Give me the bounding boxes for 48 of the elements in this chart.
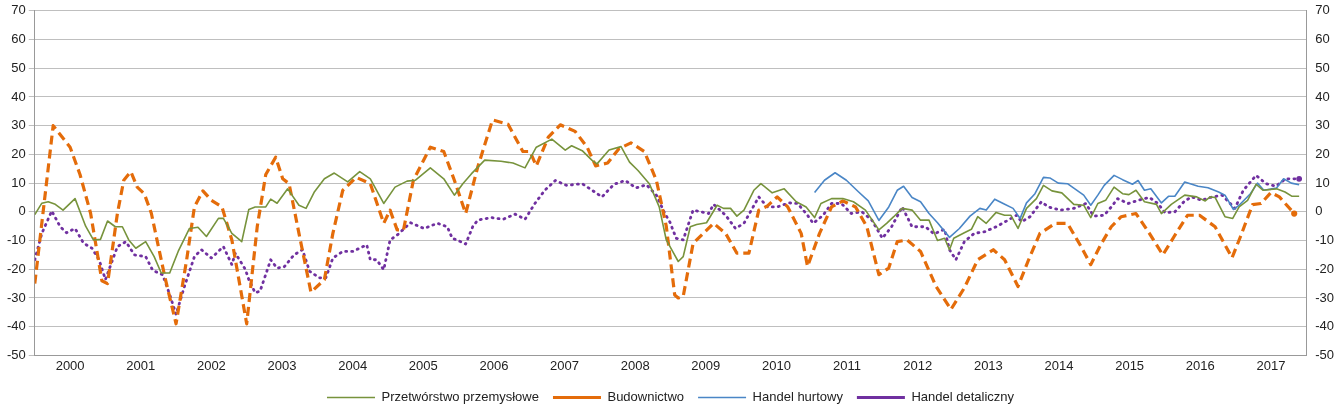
y-tick-label: -10	[6, 232, 26, 248]
legend-label: Handel hurtowy	[752, 389, 844, 405]
x-tick-label: 2005	[408, 357, 438, 373]
y2-tick-label: 70	[1315, 2, 1330, 18]
y-tick-label: -40	[6, 318, 26, 334]
x-tick-label: 2014	[1044, 357, 1074, 373]
x-tick-label: 2003	[267, 357, 297, 373]
legend-label: Handel detaliczny	[911, 389, 1015, 405]
y-tick-label: 0	[18, 203, 26, 219]
y2-tick-label: 10	[1315, 174, 1330, 190]
x-tick-label: 2012	[903, 357, 933, 373]
y2-tick-label: 40	[1315, 88, 1330, 104]
y-tick-label: 60	[11, 31, 26, 47]
y2-tick-label: 20	[1315, 145, 1330, 161]
x-tick-label: 2017	[1256, 357, 1286, 373]
x-tick-label: 2007	[550, 357, 580, 373]
y2-tick-label: -30	[1315, 289, 1335, 305]
y2-tick-label: -20	[1315, 260, 1335, 276]
x-tick-label: 2009	[691, 357, 721, 373]
x-tick-label: 2004	[338, 357, 368, 373]
x-tick-label: 2001	[126, 357, 156, 373]
y-tick-label: 30	[11, 117, 26, 133]
x-tick-label: 2016	[1185, 357, 1215, 373]
x-tick-label: 2015	[1115, 357, 1145, 373]
legend-label: Przetwórstwo przemysłowe	[381, 389, 539, 405]
y-tick-label: -50	[6, 346, 26, 362]
y2-tick-label: 50	[1315, 59, 1330, 75]
x-tick-label: 2000	[55, 357, 85, 373]
y-tick-label: -30	[6, 289, 26, 305]
y-tick-label: -20	[6, 260, 26, 276]
y2-tick-label: 0	[1315, 203, 1323, 219]
y2-tick-label: 30	[1315, 117, 1330, 133]
x-tick-label: 2013	[973, 357, 1003, 373]
x-tick-label: 2006	[479, 357, 509, 373]
y-tick-label: 50	[11, 59, 26, 75]
x-tick-label: 2011	[833, 357, 862, 373]
y-tick-label: 40	[11, 88, 26, 104]
y-tick-label: 10	[11, 174, 26, 190]
y2-tick-label: -50	[1315, 346, 1335, 362]
y-tick-label: 20	[11, 145, 26, 161]
x-tick-label: 2010	[761, 357, 791, 373]
y2-tick-label: 60	[1315, 31, 1330, 47]
y-tick-label: 70	[11, 2, 26, 18]
x-tick-label: 2002	[196, 357, 226, 373]
y2-tick-label: -40	[1315, 318, 1335, 334]
legend-label: Budownictwo	[607, 389, 685, 405]
y2-tick-label: -10	[1315, 232, 1335, 248]
x-tick-label: 2008	[620, 357, 650, 373]
